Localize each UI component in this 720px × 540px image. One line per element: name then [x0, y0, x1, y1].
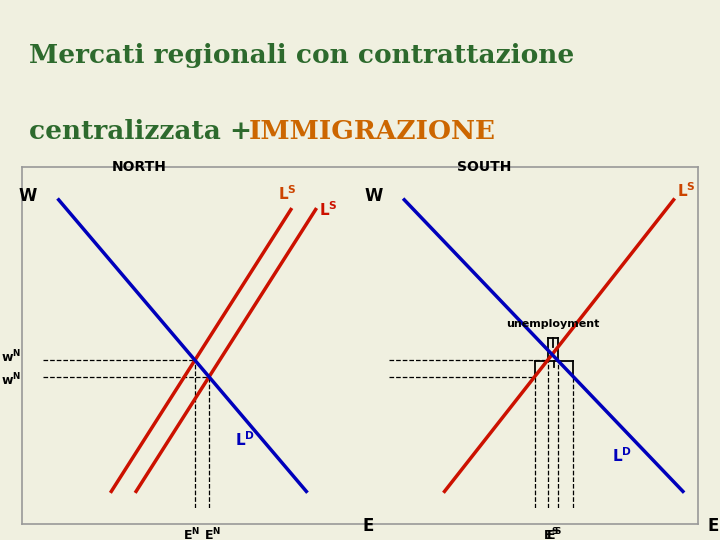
- Text: $\mathbf{w^N}$: $\mathbf{w^N}$: [1, 349, 22, 365]
- Text: $\mathbf{L^S}$: $\mathbf{L^S}$: [279, 184, 297, 203]
- Text: $\mathbf{L^D}$: $\mathbf{L^D}$: [612, 447, 632, 465]
- Text: centralizzata +: centralizzata +: [29, 119, 261, 144]
- Text: SOUTH: SOUTH: [457, 160, 511, 174]
- Text: $\mathbf{L^D}$: $\mathbf{L^D}$: [235, 430, 256, 449]
- Text: W: W: [19, 187, 37, 205]
- Text: E: E: [708, 517, 719, 535]
- Text: $\mathbf{E^S}$: $\mathbf{E^S}$: [543, 527, 559, 540]
- Text: $\mathbf{E^S}$: $\mathbf{E^S}$: [546, 527, 562, 540]
- Text: $\mathbf{w^N}$: $\mathbf{w^N}$: [1, 372, 22, 388]
- Text: Mercati regionali con contrattazione: Mercati regionali con contrattazione: [29, 43, 574, 68]
- Text: $\mathbf{E^N}$: $\mathbf{E^N}$: [204, 527, 221, 540]
- Text: $\mathbf{L^S}$: $\mathbf{L^S}$: [319, 200, 338, 219]
- Text: NORTH: NORTH: [112, 160, 166, 174]
- Text: unemployment: unemployment: [506, 319, 599, 329]
- Text: E: E: [362, 517, 374, 535]
- Text: $\mathbf{E^N}$: $\mathbf{E^N}$: [183, 527, 200, 540]
- Text: IMMIGRAZIONE: IMMIGRAZIONE: [248, 119, 495, 144]
- Text: W: W: [364, 187, 382, 205]
- Text: $\mathbf{L^S}$: $\mathbf{L^S}$: [677, 181, 696, 200]
